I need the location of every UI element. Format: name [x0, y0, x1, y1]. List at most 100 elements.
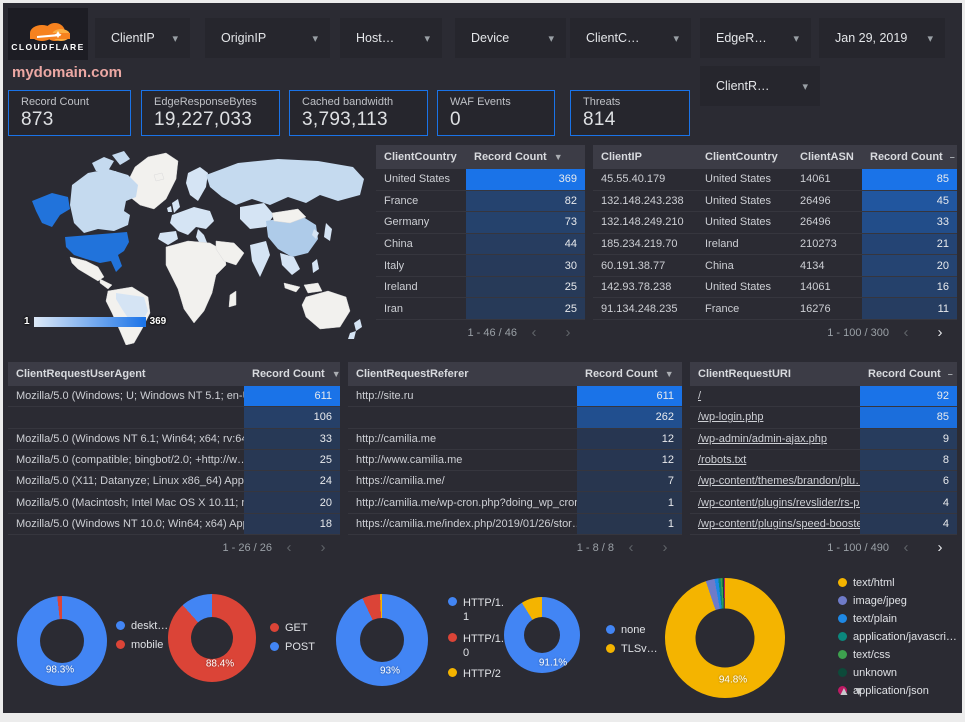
column-header[interactable]: ClientCountry: [705, 151, 778, 163]
column-header[interactable]: ClientRequestUserAgent: [16, 368, 146, 380]
filter-host[interactable]: Host… ▾: [340, 18, 442, 58]
column-header[interactable]: Record Count ▼: [585, 368, 674, 380]
table-cell[interactable]: /wp-content/plugins/speed-booste…: [698, 517, 860, 530]
date-range-filter[interactable]: Jan 29, 2019 ▾: [819, 18, 945, 58]
legend-item[interactable]: mobile: [116, 639, 168, 651]
table-row[interactable]: Mozilla/5.0 (Windows NT 10.0; Win64; x64…: [8, 513, 340, 535]
table-row[interactable]: Mozilla/5.0 (compatible; bingbot/2.0; +h…: [8, 449, 340, 472]
prev-page-icon[interactable]: ‹: [628, 539, 634, 556]
table-row[interactable]: Germany 73: [376, 212, 585, 234]
table-row[interactable]: 45.55.40.179 United States 14061 85: [593, 169, 957, 191]
prev-page-icon[interactable]: ‹: [531, 324, 537, 341]
legend-item[interactable]: unknown: [838, 667, 957, 679]
table-row[interactable]: http://camilia.me/wp-cron.php?doing_wp_c…: [348, 492, 682, 514]
table-row[interactable]: /robots.txt 8: [690, 449, 957, 472]
table-row[interactable]: 142.93.78.238 United States 14061 16: [593, 276, 957, 299]
column-header[interactable]: Record Count –: [870, 151, 955, 163]
table-row[interactable]: /wp-admin/admin-ajax.php 9: [690, 428, 957, 450]
legend-item[interactable]: GET: [270, 622, 315, 634]
content-type-donut[interactable]: [665, 578, 785, 698]
column-header[interactable]: ClientRequestReferer: [356, 368, 469, 380]
table-row[interactable]: Mozilla/5.0 (X11; Datanyze; Linux x86_64…: [8, 471, 340, 493]
legend-item[interactable]: text/css: [838, 649, 957, 661]
table-row[interactable]: /wp-content/plugins/revslider/rs-p… 4: [690, 492, 957, 514]
next-page-icon[interactable]: ›: [320, 539, 326, 556]
http-version-donut[interactable]: [336, 594, 428, 686]
table-row[interactable]: /wp-content/plugins/speed-booste… 4: [690, 513, 957, 535]
prev-page-icon[interactable]: ‹: [903, 324, 909, 341]
prev-page-icon[interactable]: ‹: [903, 539, 909, 556]
table-row[interactable]: China 44: [376, 233, 585, 256]
column-header[interactable]: ClientASN: [800, 151, 854, 163]
column-header[interactable]: Record Count –: [868, 368, 953, 380]
scorecard-label: WAF Events: [450, 96, 511, 108]
legend-item[interactable]: HTTP/2: [448, 667, 509, 681]
request-method-donut[interactable]: [168, 594, 256, 682]
table-row[interactable]: 185.234.219.70 Ireland 210273 21: [593, 233, 957, 256]
table-row[interactable]: 262: [348, 407, 682, 429]
legend-item[interactable]: POST: [270, 641, 315, 653]
table-row[interactable]: 60.191.38.77 China 4134 20: [593, 255, 957, 277]
column-header[interactable]: ClientRequestURI: [698, 368, 791, 380]
table-row[interactable]: 132.148.243.238 United States 26496 45: [593, 190, 957, 213]
legend-item[interactable]: application/javascri…: [838, 631, 957, 643]
tls-version-donut[interactable]: [504, 597, 580, 673]
legend-item[interactable]: none: [606, 624, 658, 636]
next-page-icon[interactable]: ›: [565, 324, 571, 341]
filter-clientcountry[interactable]: ClientC… ▾: [570, 18, 691, 58]
table-row[interactable]: Mozilla/5.0 (Windows NT 6.1; Win64; x64;…: [8, 428, 340, 450]
table-row[interactable]: Mozilla/5.0 (Macintosh; Intel Mac OS X 1…: [8, 492, 340, 514]
table-row[interactable]: 132.148.249.210 United States 26496 33: [593, 212, 957, 234]
filter-clientip[interactable]: ClientIP ▾: [95, 18, 190, 58]
table-cell[interactable]: /wp-content/themes/brandon/plu…: [698, 475, 860, 488]
table-row[interactable]: France 82: [376, 190, 585, 213]
table-cell[interactable]: /robots.txt: [698, 453, 747, 466]
table-cell[interactable]: /: [698, 390, 702, 403]
legend-item[interactable]: text/html: [838, 577, 957, 589]
column-header[interactable]: ClientCountry: [384, 151, 457, 163]
table-row[interactable]: 91.134.248.235 France 16276 11: [593, 298, 957, 321]
next-page-icon[interactable]: ›: [937, 539, 943, 556]
table-row[interactable]: https://camilia.me/index.php/2019/01/26/…: [348, 513, 682, 535]
column-header[interactable]: Record Count ▼: [252, 368, 340, 380]
filter-device[interactable]: Device ▾: [455, 18, 566, 58]
table-row[interactable]: /wp-content/themes/brandon/plu… 6: [690, 471, 957, 493]
next-page-icon[interactable]: ›: [937, 324, 943, 341]
next-page-icon[interactable]: ›: [662, 539, 668, 556]
device-type-donut[interactable]: [17, 596, 107, 686]
legend-item[interactable]: TLSv…: [606, 643, 658, 655]
prev-page-icon[interactable]: ‹: [286, 539, 292, 556]
table-row[interactable]: /wp-login.php 85: [690, 407, 957, 429]
table-row[interactable]: 106: [8, 407, 340, 429]
filter-edgeresponse[interactable]: EdgeR… ▾: [700, 18, 811, 58]
sort-desc-icon[interactable]: ▼: [852, 684, 868, 698]
legend-item[interactable]: HTTP/1.1: [448, 596, 509, 625]
table-row[interactable]: http://camilia.me 12: [348, 428, 682, 450]
geo-map-panel[interactable]: 1 369: [8, 145, 372, 346]
legend-item[interactable]: HTTP/1.0: [448, 632, 509, 661]
table-row[interactable]: Italy 30: [376, 255, 585, 277]
legend-item[interactable]: image/jpeg: [838, 595, 957, 607]
donut-hole: [40, 619, 84, 663]
table-cell[interactable]: /wp-login.php: [698, 411, 764, 424]
column-header[interactable]: Record Count ▼: [474, 151, 563, 163]
table-row[interactable]: Iran 25: [376, 298, 585, 321]
legend-label: text/html: [853, 577, 895, 589]
table-row[interactable]: Ireland 25: [376, 276, 585, 299]
legend-item[interactable]: application/json: [838, 685, 957, 697]
table-row[interactable]: http://site.ru 611: [348, 386, 682, 408]
table-cell[interactable]: /wp-admin/admin-ajax.php: [698, 432, 828, 445]
legend-sort-controls[interactable]: ▲▼: [838, 684, 868, 698]
sort-asc-icon[interactable]: ▲: [838, 684, 853, 698]
table-row[interactable]: United States 369: [376, 169, 585, 191]
table-row[interactable]: Mozilla/5.0 (Windows; U; Windows NT 5.1;…: [8, 386, 340, 408]
filter-originip[interactable]: OriginIP ▾: [205, 18, 330, 58]
table-row[interactable]: / 92: [690, 386, 957, 408]
column-header[interactable]: ClientIP: [601, 151, 642, 163]
legend-item[interactable]: deskt…: [116, 620, 168, 632]
filter-clientrequest[interactable]: ClientR… ▾: [700, 66, 820, 106]
table-row[interactable]: http://www.camilia.me 12: [348, 449, 682, 472]
table-row[interactable]: https://camilia.me/7: [348, 471, 682, 493]
table-cell[interactable]: /wp-content/plugins/revslider/rs-p…: [698, 496, 860, 509]
legend-item[interactable]: text/plain: [838, 613, 957, 625]
